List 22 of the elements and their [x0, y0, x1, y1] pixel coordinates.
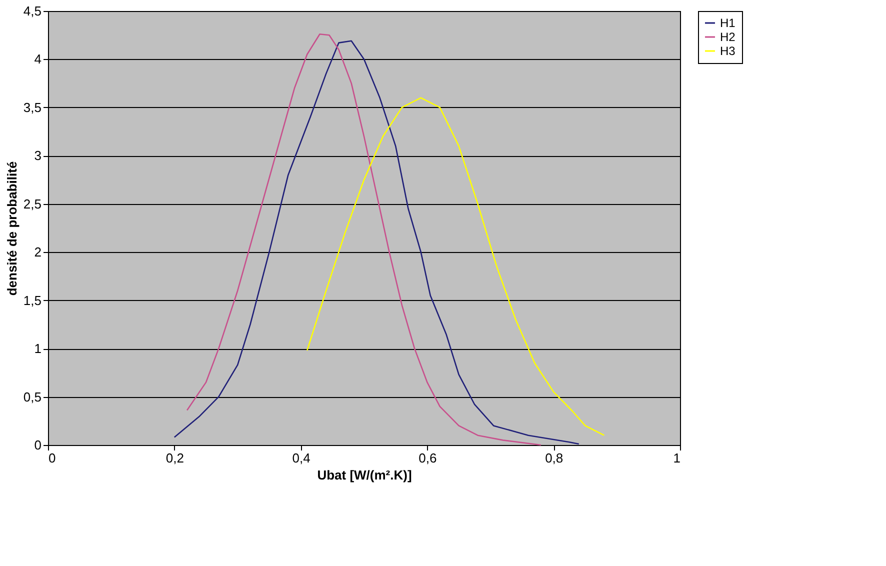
x-tick-label: 0,2: [166, 450, 184, 466]
x-tick-label: 1: [673, 450, 680, 466]
x-tick-label: 0: [48, 450, 56, 466]
legend-label: H2: [720, 30, 736, 44]
y-tick-label: 1,5: [23, 292, 42, 308]
y-tick-label: 2,5: [23, 196, 42, 212]
y-axis-title: densité de probabilité: [4, 161, 20, 296]
x-axis-title: Ubat [W/(m².K)]: [317, 468, 412, 482]
y-tick-label: 1: [34, 341, 42, 356]
legend-label: H1: [720, 16, 736, 30]
legend-label: H3: [720, 44, 736, 58]
y-tick-label: 4: [34, 52, 42, 67]
line-series: [306, 97, 605, 436]
x-tick-label: 0,6: [418, 450, 437, 466]
x-tick-label: 0,4: [292, 450, 310, 466]
y-tick-label: 2: [34, 244, 42, 260]
y-tick-label: 3,5: [23, 100, 42, 115]
y-tick-label: 0: [34, 438, 42, 452]
y-tick-label: 0,5: [23, 389, 42, 404]
y-tick-label: 4,5: [23, 4, 42, 18]
x-tick-label: 0,8: [545, 450, 564, 466]
y-tick-label: 3: [34, 148, 42, 164]
